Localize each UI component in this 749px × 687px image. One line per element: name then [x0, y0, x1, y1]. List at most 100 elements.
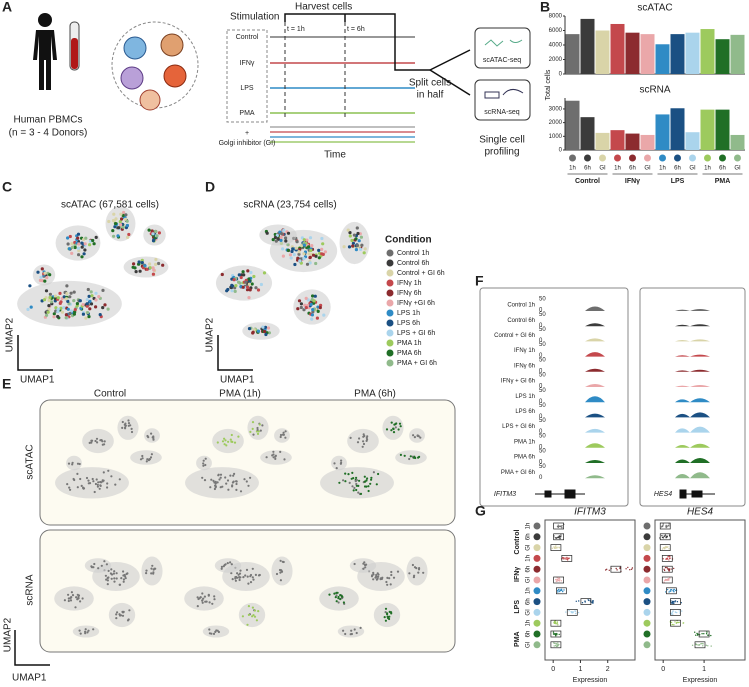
jitter-point	[566, 559, 569, 561]
f-box	[639, 287, 746, 507]
umap-point	[311, 253, 316, 257]
panel-letter: A	[2, 0, 12, 15]
umap-point	[357, 239, 361, 243]
umap-point	[360, 243, 364, 247]
umap-point	[56, 296, 60, 300]
jitter-point	[710, 645, 712, 647]
umap-point	[372, 578, 375, 581]
x-tick-label: 1h	[614, 166, 621, 172]
umap-point	[271, 238, 275, 242]
umap-point	[250, 282, 254, 286]
rna-icon	[484, 89, 524, 99]
jitter-point	[565, 558, 567, 560]
umap-point	[72, 290, 76, 294]
umap-point	[355, 476, 358, 479]
umap-point	[288, 253, 292, 257]
jitter-point	[606, 568, 608, 570]
jitter-point	[556, 577, 558, 579]
umap-point	[151, 232, 155, 236]
umap-point	[291, 247, 295, 251]
jitter-point	[661, 536, 664, 539]
umap-point	[337, 595, 340, 599]
umap-point	[88, 299, 92, 303]
umap-point	[96, 485, 99, 488]
umap-point	[286, 248, 290, 252]
umap-point	[213, 595, 216, 598]
umap-point	[247, 277, 251, 281]
condition-dot	[533, 533, 541, 541]
box	[550, 619, 562, 627]
jitter-point	[665, 546, 667, 549]
umap-point	[115, 617, 118, 620]
umap-point	[80, 241, 84, 245]
scale-label: 50	[539, 418, 546, 424]
umap-point	[154, 229, 158, 234]
umap-point	[273, 235, 277, 240]
umap-point	[312, 299, 316, 303]
gene-model	[535, 489, 585, 499]
coverage-track	[650, 369, 740, 372]
harvest-line	[284, 13, 430, 71]
umap-point	[241, 285, 245, 289]
umap-point	[366, 477, 369, 480]
jitter-point	[578, 600, 580, 602]
umap-point	[342, 479, 345, 482]
umap-point	[220, 272, 224, 277]
umap-point	[204, 463, 207, 467]
bar	[715, 39, 730, 74]
condition-dot	[533, 619, 541, 627]
umap-point	[282, 228, 286, 232]
umap-point	[52, 315, 56, 319]
box	[550, 641, 562, 649]
umap-point	[272, 450, 275, 453]
umap-point	[69, 309, 73, 313]
umap-point	[225, 482, 228, 485]
coverage-track	[650, 426, 740, 433]
jitter-point	[560, 525, 562, 528]
umap-point	[230, 563, 233, 566]
umap-region	[84, 558, 112, 573]
profiling-label: Single cell	[479, 135, 525, 146]
condition-dot	[674, 154, 681, 162]
umap-point	[333, 462, 336, 465]
jitter-point	[698, 644, 700, 646]
box	[553, 576, 564, 584]
umap-point	[227, 488, 230, 491]
umap-point	[214, 630, 217, 634]
umap-point	[377, 575, 380, 578]
y-tick-label: 6000	[549, 28, 563, 34]
scale-label: 50	[539, 327, 546, 333]
y-tick-label: 3000	[549, 107, 563, 113]
condition-dot	[643, 641, 651, 649]
scale-label: 0	[539, 384, 543, 390]
umap-point	[311, 294, 315, 298]
jitter-point	[556, 621, 558, 623]
umap-point	[71, 594, 75, 597]
umap-point	[151, 272, 155, 276]
scale-label: 0	[539, 353, 543, 359]
umap-point	[121, 611, 125, 614]
umap-point	[390, 570, 393, 574]
jitter-point	[661, 525, 663, 527]
jitter-point	[670, 589, 673, 591]
umap-region	[141, 556, 163, 586]
umap-point	[335, 467, 338, 470]
umap-point	[279, 433, 283, 437]
box	[580, 598, 592, 605]
track-label: Control 6h	[507, 318, 535, 324]
umap-point	[395, 422, 398, 425]
umap-point	[213, 598, 216, 601]
jitter-point	[691, 644, 694, 646]
umap-point	[254, 286, 258, 290]
umap-point	[259, 429, 262, 432]
scale-label: 0	[539, 475, 543, 481]
umap-point	[141, 454, 144, 458]
umap-point	[130, 427, 133, 430]
umap-point	[358, 247, 363, 251]
umap-point	[408, 572, 411, 575]
umap-point	[113, 577, 116, 580]
umap-point	[106, 486, 109, 489]
umap-point	[73, 245, 77, 250]
legend-label: Control 6h	[397, 260, 429, 267]
box	[659, 522, 671, 530]
